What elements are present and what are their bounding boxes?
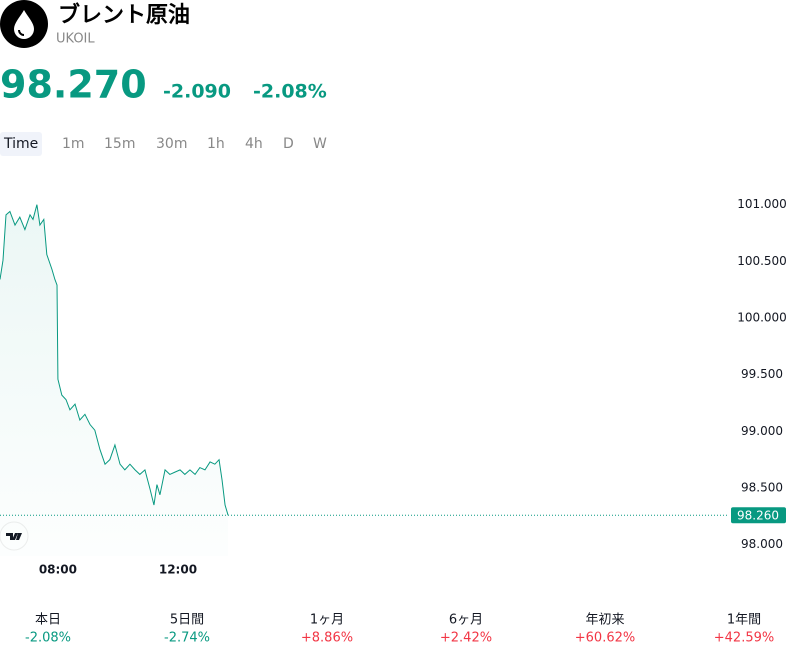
interval-button[interactable]: 15m [104,136,135,152]
symbol: UKOIL [56,32,95,47]
performance-label[interactable]: 6ヶ月 [449,613,483,628]
y-tick-label: 100.000 [737,311,787,325]
performance-value[interactable]: +60.62% [575,631,635,646]
interval-button[interactable]: D [283,136,294,152]
performance-value[interactable]: -2.08% [25,631,71,646]
y-tick-label: 98.000 [741,537,783,551]
performance-label[interactable]: 5日間 [170,613,204,628]
y-tick-label: 99.000 [741,424,783,438]
performance-label[interactable]: 1年間 [727,613,761,628]
price: 98.270 [0,63,147,107]
drop-highlight [18,29,25,36]
interval-button[interactable]: Time [3,136,38,152]
interval-active-bg [0,132,42,156]
performance-label[interactable]: 1ヶ月 [310,613,344,628]
interval-button[interactable]: 1h [207,136,225,152]
performance-value[interactable]: +42.59% [714,631,774,646]
title: ブレント原油 [58,2,190,28]
interval-button[interactable]: 30m [156,136,187,152]
x-tick-label: 08:00 [39,563,77,577]
y-tick-label: 99.500 [741,367,783,381]
y-tick-label: 101.000 [737,197,787,211]
area [0,204,229,557]
performance-label[interactable]: 本日 [35,613,61,628]
last-price-label: 98.260 [737,509,779,523]
y-tick-label: 100.500 [737,254,787,268]
x-tick-label: 12:00 [159,563,197,577]
performance-value[interactable]: +8.86% [301,631,353,646]
last-price-box [731,507,786,524]
interval-button[interactable]: 4h [245,136,263,152]
performance-value[interactable]: +2.42% [440,631,492,646]
performance-label[interactable]: 年初来 [585,613,624,628]
change-percent: -2.08% [253,81,327,103]
price-line [0,204,229,516]
y-tick-label: 98.500 [741,481,783,495]
change: -2.090 [163,81,231,103]
interval-button[interactable]: 1m [62,136,85,152]
performance-value[interactable]: -2.74% [164,631,210,646]
interval-button[interactable]: W [313,136,327,152]
